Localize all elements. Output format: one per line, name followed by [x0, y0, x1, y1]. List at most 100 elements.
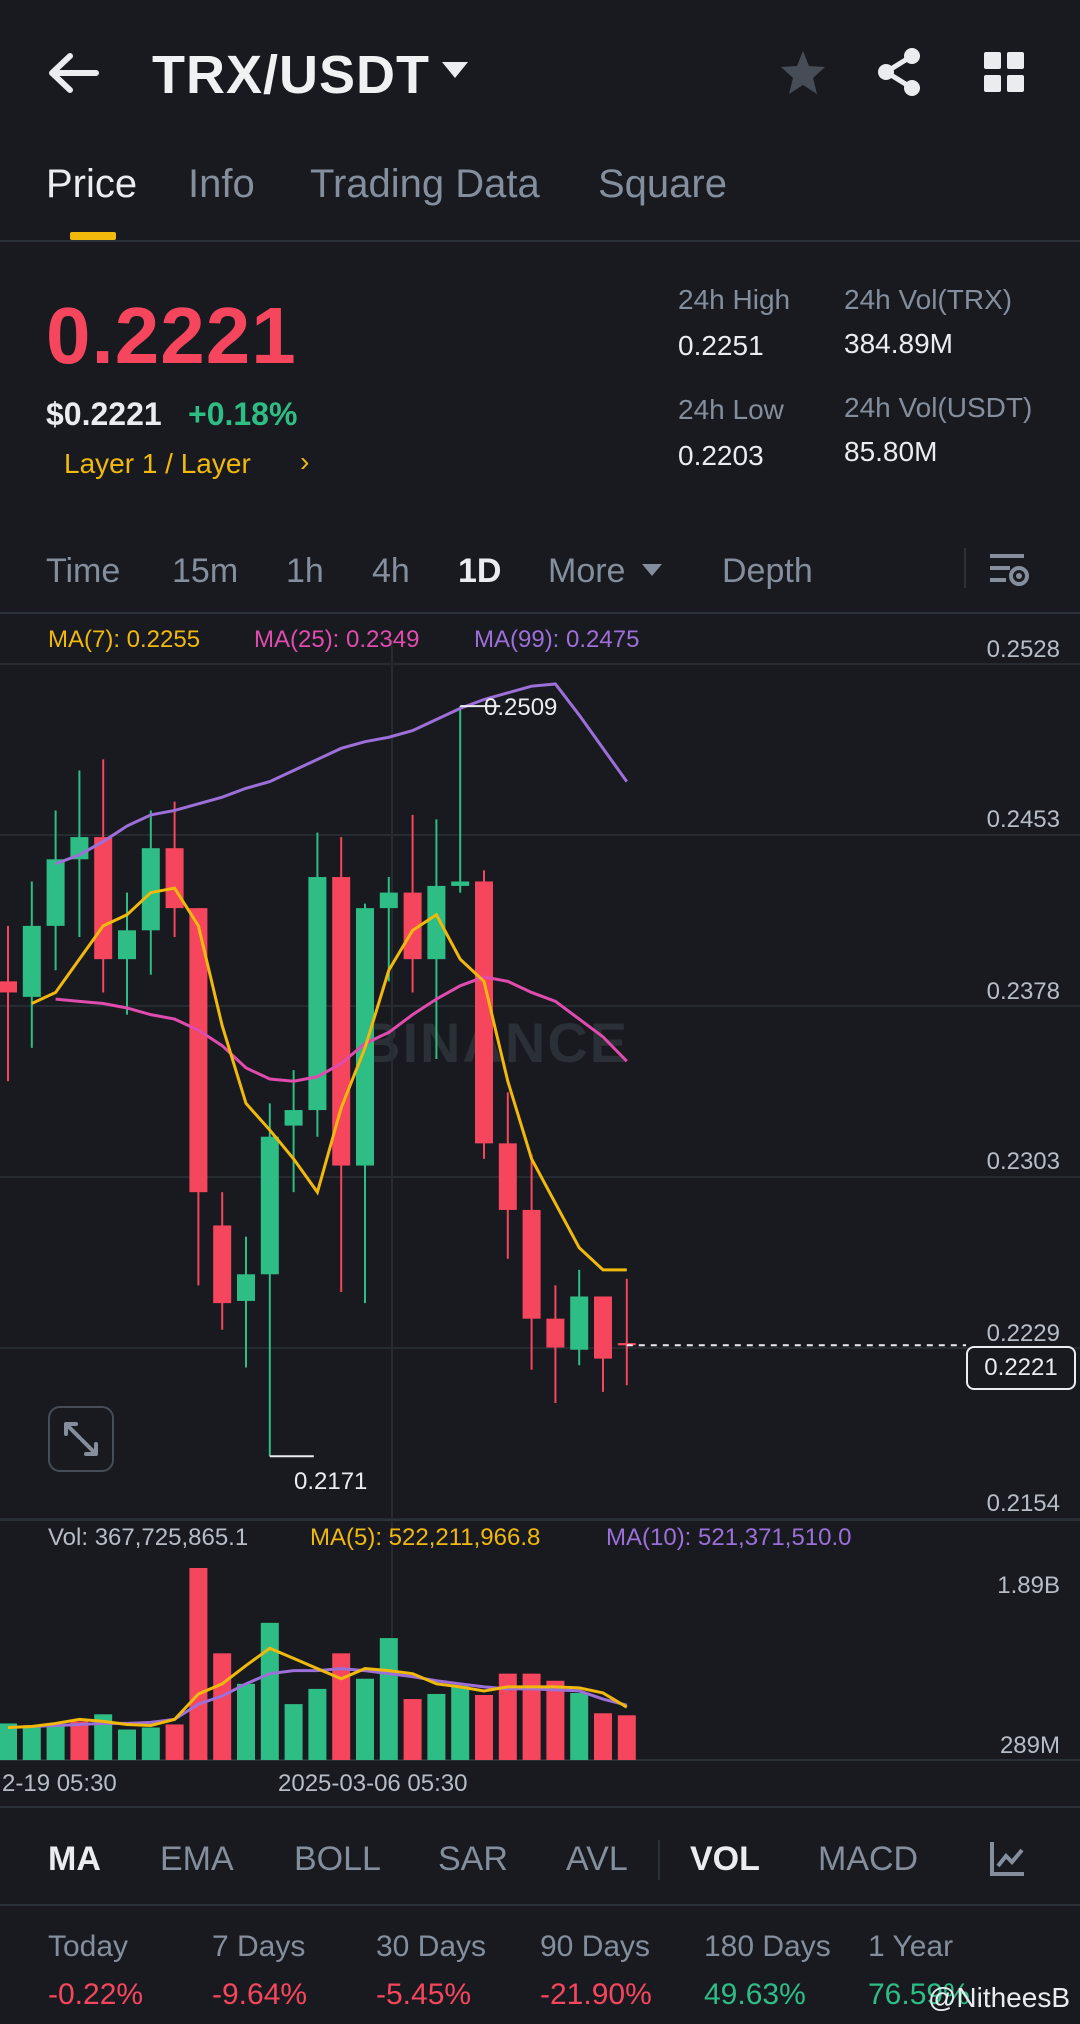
back-arrow-icon[interactable] — [44, 48, 104, 98]
candle-body — [594, 1296, 612, 1359]
volume-bar — [308, 1688, 327, 1760]
interval-4h[interactable]: 4h — [372, 552, 410, 590]
candle-body — [332, 877, 351, 1166]
ma7-legend: MA(7): 0.2255 — [48, 626, 201, 653]
volume-bar — [451, 1685, 470, 1760]
chart-settings-icon[interactable] — [988, 550, 1030, 588]
chevron-down-icon[interactable] — [440, 54, 470, 84]
volume-bar — [617, 1715, 636, 1760]
price-change: +0.18% — [188, 396, 298, 432]
volume-bar — [260, 1622, 279, 1760]
volume-bar — [403, 1699, 422, 1760]
indicator-avl[interactable]: AVL — [566, 1840, 628, 1878]
volume-bar — [165, 1724, 184, 1760]
volume-bar — [546, 1680, 565, 1760]
performance-value: 49.63% — [704, 1978, 806, 2011]
volume-bar — [594, 1713, 612, 1760]
candle-body — [141, 848, 160, 931]
performance-label: 90 Days — [540, 1930, 651, 1963]
volume-bar — [0, 1723, 17, 1760]
candle-body — [284, 1110, 303, 1126]
candle-body — [570, 1296, 589, 1350]
indicator-ma[interactable]: MA — [48, 1840, 101, 1878]
usd-price: $0.2221 — [46, 396, 162, 432]
indicator-boll[interactable]: BOLL — [294, 1840, 381, 1878]
low-label: 24h Low — [678, 394, 784, 425]
volume-bar — [118, 1729, 136, 1760]
interval-1d[interactable]: 1D — [458, 552, 502, 590]
star-icon[interactable] — [778, 48, 828, 98]
last-price: 0.2221 — [46, 291, 297, 380]
candlestick-chart[interactable] — [0, 612, 1080, 1790]
candle-body — [356, 908, 374, 1166]
interval-1h[interactable]: 1h — [286, 552, 324, 590]
y-axis-label: 0.2378 — [986, 978, 1060, 1005]
y-axis-label: 0.2229 — [986, 1320, 1060, 1347]
x-axis-label: 2025-03-06 05:30 — [278, 1770, 468, 1797]
chevron-right-icon[interactable]: › — [300, 446, 310, 477]
ma25-legend: MA(25): 0.2349 — [254, 626, 420, 653]
volume-bar — [427, 1693, 446, 1760]
performance-label: 1 Year — [868, 1930, 954, 1963]
ma7-line — [31, 886, 627, 1272]
ma99-line — [55, 682, 629, 866]
indicator-settings-icon[interactable] — [988, 1838, 1028, 1878]
interval-15m[interactable]: 15m — [172, 552, 239, 590]
tab-price[interactable]: Price — [46, 162, 138, 206]
tab-square[interactable]: Square — [598, 162, 727, 206]
volume-bar — [22, 1727, 41, 1760]
indicator-vol[interactable]: VOL — [690, 1840, 760, 1878]
divider — [658, 1840, 660, 1880]
share-icon[interactable] — [874, 46, 924, 98]
expand-icon[interactable] — [48, 1406, 114, 1472]
candle-body — [379, 892, 398, 909]
trading-pair-title[interactable]: TRX/USDT — [152, 45, 430, 105]
vol-trx-label: 24h Vol(TRX) — [844, 284, 1013, 315]
volume-axis-label: 1.89B — [997, 1572, 1060, 1599]
volume-bar — [498, 1673, 517, 1760]
interval-time[interactable]: Time — [46, 552, 121, 590]
performance-value: -5.45% — [376, 1978, 472, 2011]
candle-body — [22, 925, 41, 997]
divider — [0, 1904, 1080, 1906]
performance-label: Today — [48, 1930, 129, 1963]
interval-more[interactable]: More — [548, 552, 626, 590]
vol-usdt-label: 24h Vol(USDT) — [844, 392, 1033, 423]
candle-body — [213, 1225, 232, 1304]
divider — [964, 548, 966, 588]
volume-legend: Vol: 367,725,865.1 — [48, 1524, 249, 1551]
grid-icon[interactable] — [982, 50, 1026, 94]
candle-body — [308, 877, 327, 1111]
tab-trading-data[interactable]: Trading Data — [310, 162, 540, 206]
candle-body — [546, 1318, 565, 1348]
low-value: 0.2203 — [678, 440, 764, 471]
volume-bar — [570, 1692, 589, 1760]
volume-bar — [213, 1653, 232, 1760]
indicator-ema[interactable]: EMA — [160, 1840, 234, 1878]
vol-usdt-value: 85.80M — [844, 436, 938, 467]
volume-bar — [356, 1678, 374, 1760]
volume-bar — [141, 1727, 160, 1760]
interval-depth[interactable]: Depth — [722, 552, 813, 590]
candle-body — [189, 908, 208, 1193]
y-axis-label: 0.2303 — [986, 1148, 1060, 1175]
high-marker-label: 0.2509 — [484, 694, 558, 721]
tab-info[interactable]: Info — [188, 162, 255, 206]
divider — [0, 1806, 1080, 1808]
candle-body — [451, 881, 470, 886]
volume-bar — [70, 1721, 89, 1760]
performance-label: 30 Days — [376, 1930, 487, 1963]
candle-body — [427, 885, 446, 960]
vol-trx-value: 384.89M — [844, 328, 953, 359]
candle-body — [498, 1143, 517, 1210]
category-link[interactable]: Layer 1 / Layer — [64, 448, 251, 479]
high-value: 0.2251 — [678, 330, 764, 361]
volume-bar — [475, 1694, 493, 1760]
performance-value: 76.59% — [868, 1978, 970, 2011]
indicator-macd[interactable]: MACD — [818, 1840, 919, 1878]
candle-body — [475, 881, 493, 1144]
indicator-sar[interactable]: SAR — [438, 1840, 508, 1878]
volume-axis-label: 289M — [999, 1732, 1060, 1759]
volume-ma5-legend: MA(5): 522,211,966.8 — [310, 1524, 541, 1551]
chevron-down-icon[interactable] — [640, 560, 664, 580]
